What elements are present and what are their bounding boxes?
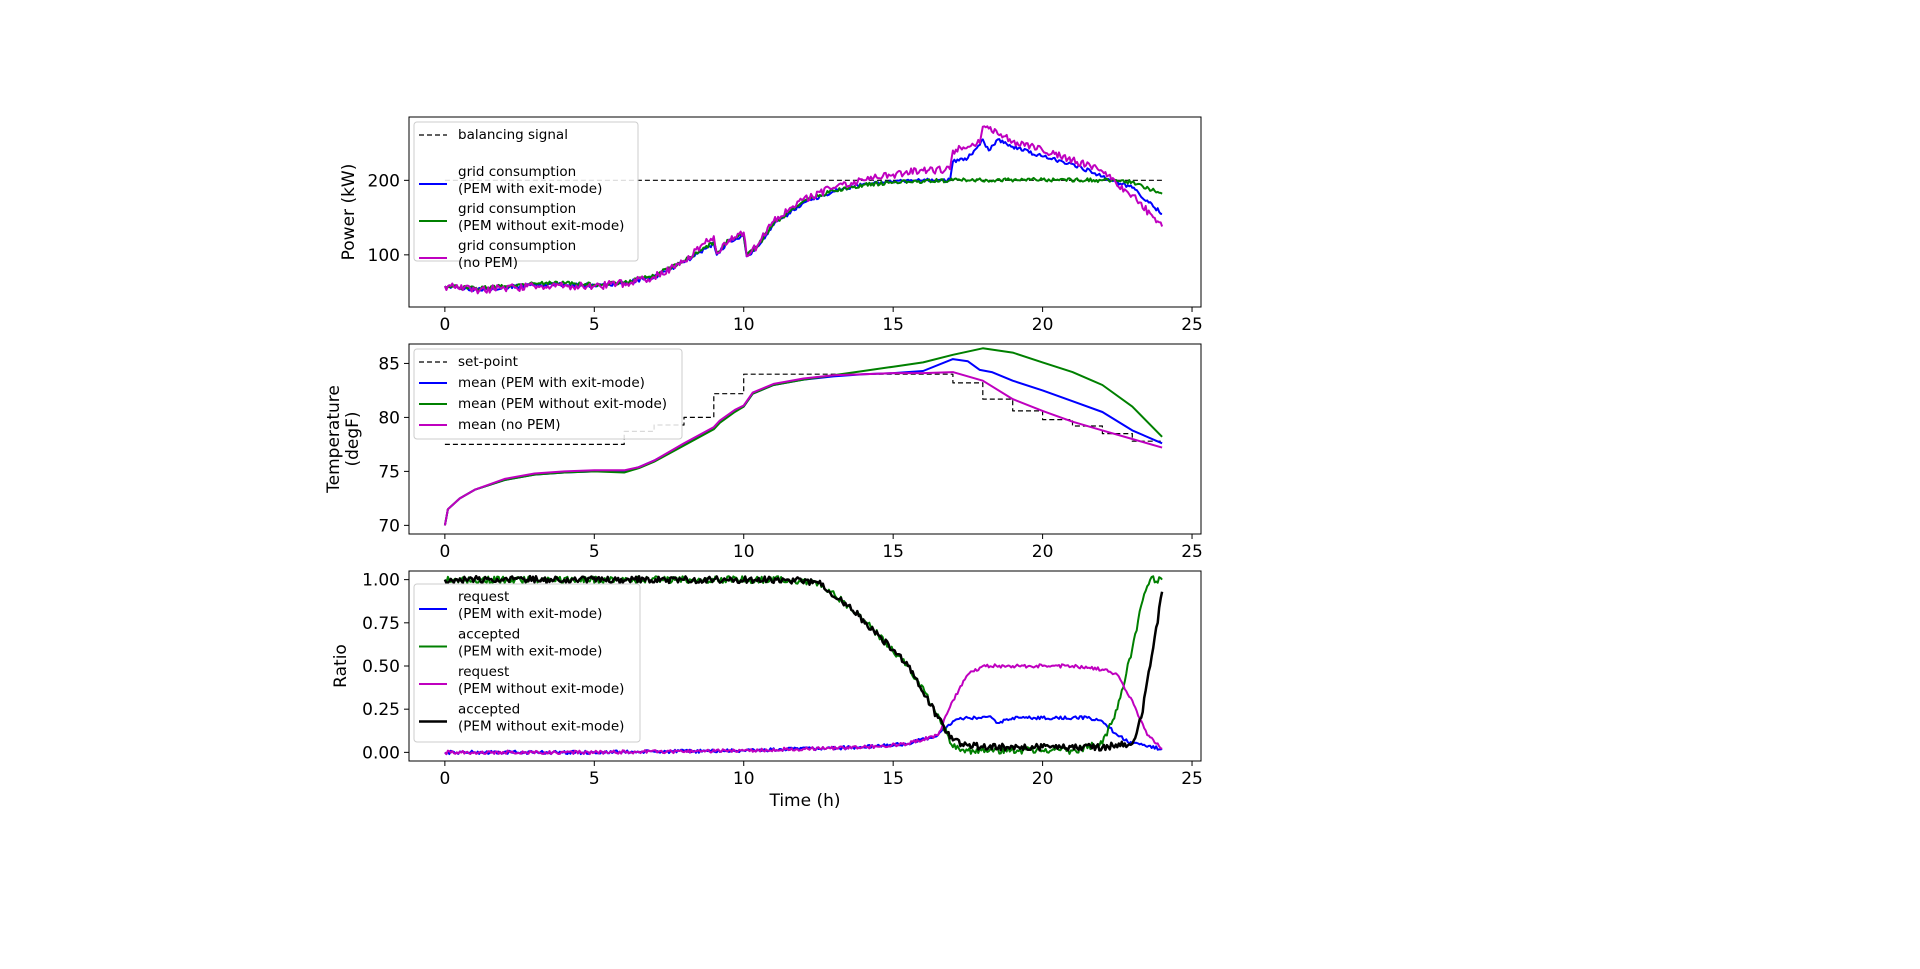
x-tick-label: 5 xyxy=(589,769,600,789)
temperature-y-axis-label: Temperature(degF) xyxy=(324,385,363,494)
temperature-x-axis: 0 5 10 15 20 25 xyxy=(439,534,1203,562)
x-tick-label: 25 xyxy=(1181,769,1203,789)
legend-label-grid_exit: grid consumption (PEM with exit-mode) xyxy=(458,164,602,197)
x-tick-label: 15 xyxy=(882,315,904,335)
x-tick-label: 25 xyxy=(1181,542,1203,562)
legend-label-mean_noexit: mean (PEM without exit-mode) xyxy=(458,396,667,412)
legend-label-req_noexit: request (PEM without exit-mode) xyxy=(458,664,624,697)
legend-box xyxy=(413,348,683,440)
power-panel: 0 5 10 15 20 25 100 200 Power (kW) balancing s… xyxy=(339,116,1203,335)
x-tick-label: 25 xyxy=(1181,315,1203,335)
x-tick-label: 15 xyxy=(882,542,904,562)
legend-label-grid_noexit: grid consumption (PEM without exit-mode) xyxy=(458,201,624,234)
legend-box xyxy=(413,121,639,262)
legend-label-setpoint: set-point xyxy=(458,354,518,370)
x-tick-label: 5 xyxy=(589,315,600,335)
series-line-mean_nopem xyxy=(443,371,1163,526)
power-series-lines xyxy=(443,125,1164,295)
power-x-axis: 0 5 10 15 20 25 xyxy=(439,307,1203,335)
temperature-legend: set-point mean (PEM with exit-mode) mean (… xyxy=(413,348,683,440)
power-y-axis: 100 200 xyxy=(368,171,409,266)
power-legend: balancing signal grid consumption (PEM wit… xyxy=(413,121,639,271)
y-tick-label: 0.50 xyxy=(362,657,400,677)
x-axis-label: Time (h) xyxy=(768,791,840,811)
x-tick-label: 20 xyxy=(1032,769,1054,789)
x-tick-label: 0 xyxy=(439,769,450,789)
x-tick-label: 20 xyxy=(1032,542,1054,562)
temperature-plot-frame xyxy=(408,343,1202,535)
x-tick-label: 10 xyxy=(733,315,755,335)
series-line-grid_nopem xyxy=(443,125,1164,295)
x-tick-label: 15 xyxy=(882,769,904,789)
y-tick-label: 75 xyxy=(378,462,400,482)
y-tick-label: 100 xyxy=(368,246,400,266)
legend-label-req_exit: request (PEM with exit-mode) xyxy=(458,589,602,622)
legend-label-mean_exit: mean (PEM with exit-mode) xyxy=(458,375,645,391)
legend-box xyxy=(413,583,641,743)
y-tick-label: 0.75 xyxy=(362,614,400,634)
x-tick-label: 10 xyxy=(733,769,755,789)
ratio-legend: request (PEM with exit-mode) accepted (PEM … xyxy=(413,583,641,743)
legend-label-acc_exit: accepted (PEM with exit-mode) xyxy=(458,627,602,660)
temperature-panel: 0 5 10 15 20 25 70 75 80 85 Temperature(degF) se… xyxy=(324,343,1203,562)
x-tick-label: 0 xyxy=(439,315,450,335)
ratio-y-axis-label: Ratio xyxy=(331,644,351,688)
power-y-axis-label: Power (kW) xyxy=(339,164,359,261)
temperature-y-axis: 70 75 80 85 xyxy=(378,354,409,536)
series-line-grid_exit xyxy=(444,138,1163,292)
x-tick-label: 20 xyxy=(1032,315,1054,335)
y-tick-label: 80 xyxy=(378,408,400,428)
series-line-req_noexit xyxy=(444,663,1163,756)
ratio-series-lines xyxy=(443,574,1164,756)
legend-label-grid_nopem: grid consumption (no PEM) xyxy=(458,238,576,271)
legend-label-mean_nopem: mean (no PEM) xyxy=(458,417,561,433)
y-tick-label: 200 xyxy=(368,171,400,191)
power-plot-frame xyxy=(408,116,1202,308)
ratio-x-axis: 0 5 10 15 20 25 xyxy=(439,761,1203,789)
legend-label-balancing: balancing signal xyxy=(458,127,568,143)
series-line-grid_noexit xyxy=(444,176,1163,291)
x-tick-label: 5 xyxy=(589,542,600,562)
y-tick-label: 0.25 xyxy=(362,700,400,720)
ratio-panel: 0 5 10 15 20 25 0.00 0.25 0.50 0.75 1.00 Ratio re… xyxy=(331,570,1203,811)
ratio-y-axis: 0.00 0.25 0.50 0.75 1.00 xyxy=(362,571,409,763)
legend-label-acc_noexit: accepted (PEM without exit-mode) xyxy=(458,702,624,735)
x-tick-label: 0 xyxy=(439,542,450,562)
x-tick-label: 10 xyxy=(733,542,755,562)
y-tick-label: 70 xyxy=(378,516,400,536)
y-tick-label: 1.00 xyxy=(362,571,400,591)
y-tick-label: 0.00 xyxy=(362,743,400,763)
series-line-acc_noexit xyxy=(443,574,1164,752)
y-tick-label: 85 xyxy=(378,354,400,374)
